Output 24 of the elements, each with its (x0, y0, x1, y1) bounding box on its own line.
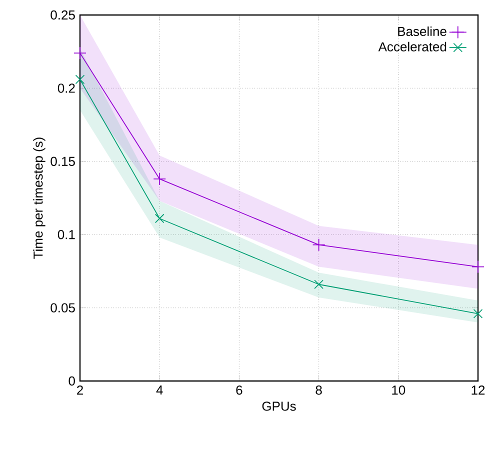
point (314, 280, 324, 290)
point (74, 46, 86, 60)
y-tick-label: 0.1 (58, 230, 75, 240)
x-tick-label: 6 (236, 386, 242, 395)
x-tick-label: 4 (156, 386, 163, 394)
x-tick-label: 2 (77, 386, 83, 395)
point (154, 214, 164, 224)
legend-label: Baseline (398, 26, 446, 36)
point (472, 260, 484, 274)
x-tick-label: 10 (392, 386, 406, 395)
point (312, 238, 326, 252)
y-tick-label: 0 (68, 376, 75, 386)
y-tick-label: 0.05 (50, 303, 75, 312)
y-tick-label: 0.2 (58, 84, 75, 93)
legend-label: Accelerated (378, 42, 446, 52)
point (75, 74, 85, 84)
x-tick-label: 12 (472, 386, 485, 395)
x-axis-title: GPUs (262, 402, 296, 411)
x-tick-label: 8 (316, 386, 322, 395)
point (153, 172, 166, 186)
y-tick-label: 0.25 (50, 10, 75, 20)
y-axis-title: Time per timestep (s) (33, 138, 46, 259)
point (473, 308, 483, 318)
y-tick-label: 0.15 (50, 156, 75, 166)
